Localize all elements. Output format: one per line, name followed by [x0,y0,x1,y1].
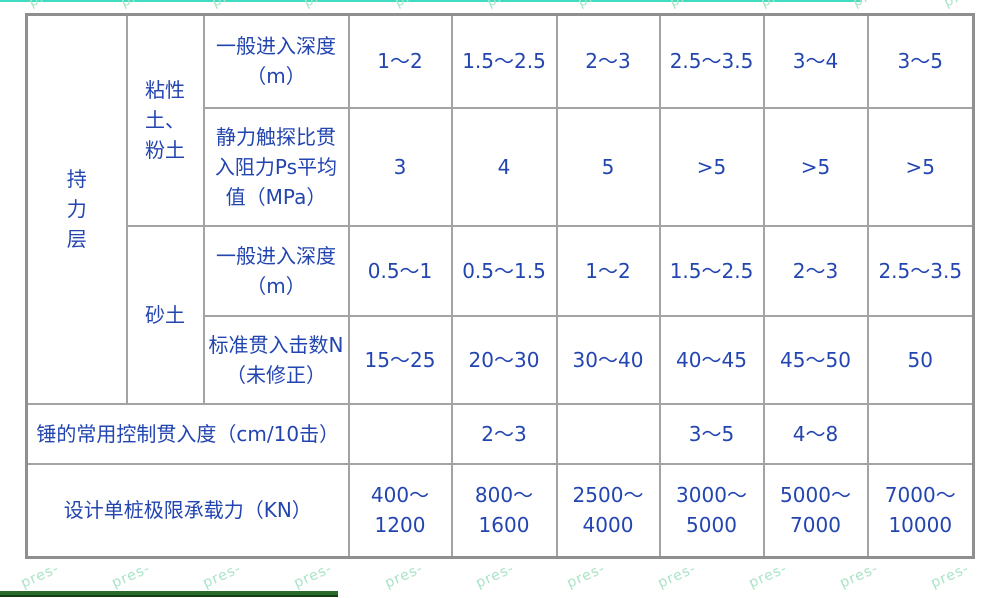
data-cell: >5 [658,106,765,227]
data-cell: 7000～ 10000 [866,462,975,559]
data-cell: 3～5 [866,13,975,109]
watermark: pres- [850,0,893,11]
label-design-ultimate-capacity: 设计单桩极限承载力（KN） [25,462,350,559]
data-cell: 0.5～1.5 [450,224,558,317]
data-cell: >5 [866,106,975,227]
table-row: 静力触探比贯 入阻力Ps平均 值（MPa） 3 4 5 >5 >5 >5 [27,106,975,227]
watermark: pres- [655,560,699,592]
data-cell: 2.5～3.5 [658,13,765,109]
data-cell: 2～3 [555,13,661,109]
data-cell: 2500～ 4000 [555,462,661,559]
data-cell [347,402,453,465]
data-cell: 1～2 [347,13,453,109]
header-cohesive-silt-soil: 粘性 土、 粉土 [125,13,205,227]
data-cell: 5000～ 7000 [762,462,869,559]
label-entry-depth-clay: 一般进入深度 （m） [202,13,350,109]
watermark: pres- [837,560,881,592]
table-row: 设计单桩极限承载力（KN） 400～ 1200 800～ 1600 2500～ … [25,462,975,559]
data-cell: 20～30 [450,314,558,405]
data-cell: 1.5～2.5 [658,224,765,317]
data-cell: 400～ 1200 [347,462,453,559]
data-cell: 0.5～1 [347,224,453,317]
bottom-green-bar [0,591,338,597]
data-cell: 4～8 [762,402,869,465]
header-bearing-stratum: 持 力 层 [25,13,128,405]
watermark: pres- [109,560,153,592]
data-cell: 15～25 [347,314,453,405]
data-cell: 1.5～2.5 [450,13,558,109]
data-cell: 2.5～3.5 [866,224,975,317]
watermark: pres- [291,560,335,592]
data-cell: 4 [450,106,558,227]
watermark: pres- [18,560,62,592]
data-cell: 3 [347,106,453,227]
data-cell: 40～45 [658,314,765,405]
data-cell: 45～50 [762,314,869,405]
data-cell: 5 [555,106,661,227]
label-spt-blow-count: 标准贯入击数N （未修正） [202,314,350,405]
table-row: 标准贯入击数N （未修正） 15～25 20～30 30～40 40～45 45… [27,314,975,405]
watermark: pres- [941,0,984,11]
data-cell: 30～40 [555,314,661,405]
label-cone-resistance: 静力触探比贯 入阻力Ps平均 值（MPa） [202,106,350,227]
table-row: 砂土 一般进入深度 （m） 0.5～1 0.5～1.5 1～2 1.5～2.5 … [27,224,975,405]
top-accent-line [0,0,862,2]
data-cell: 50 [866,314,975,405]
data-cell: 2～3 [762,224,869,317]
table-row: 持 力 层 粘性 土、 粉土 一般进入深度 （m） 1～2 1.5～2.5 2～… [25,13,975,405]
pile-bearing-capacity-table: 持 力 层 粘性 土、 粉土 一般进入深度 （m） 1～2 1.5～2.5 2～… [25,13,975,559]
data-cell: 3～5 [658,402,765,465]
label-entry-depth-sand: 一般进入深度 （m） [202,224,350,317]
watermark: pres- [200,560,244,592]
data-cell: 1～2 [555,224,661,317]
watermark: pres- [564,560,608,592]
table-row: 锤的常用控制贯入度（cm/10击） 2～3 3～5 4～8 [25,402,975,465]
header-sand-soil: 砂土 [125,224,205,405]
data-cell: 3～4 [762,13,869,109]
watermark: pres- [746,560,790,592]
data-cell: 2～3 [450,402,558,465]
watermark: pres- [473,560,517,592]
data-cell: 3000～ 5000 [658,462,765,559]
data-cell [866,402,975,465]
watermark: pres- [382,560,426,592]
data-cell: 800～ 1600 [450,462,558,559]
watermark: pres- [928,560,972,592]
label-hammer-penetration: 锤的常用控制贯入度（cm/10击） [25,402,350,465]
data-cell: >5 [762,106,869,227]
data-cell [555,402,661,465]
